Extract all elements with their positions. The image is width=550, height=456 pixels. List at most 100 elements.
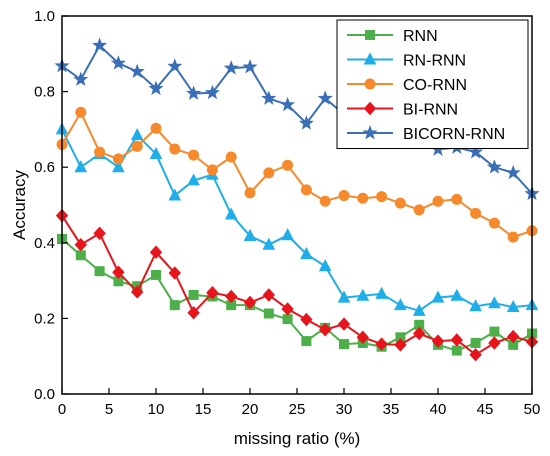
data-point-bi-rnn bbox=[356, 330, 369, 345]
data-point-bicorn-rnn bbox=[110, 55, 126, 70]
x-tick-label: 20 bbox=[242, 401, 259, 418]
data-point-bi-rnn bbox=[394, 338, 407, 352]
data-point-co-rnn bbox=[188, 149, 200, 161]
data-point-co-rnn bbox=[94, 146, 106, 158]
data-point-bi-rnn bbox=[281, 302, 294, 316]
data-point-bi-rnn bbox=[112, 265, 125, 280]
data-point-rn-rnn bbox=[74, 160, 88, 173]
data-point-rn-rnn bbox=[224, 207, 238, 220]
y-tick-label: 0.0 bbox=[34, 386, 55, 403]
data-point-bi-rnn bbox=[131, 285, 144, 299]
data-point-rn-rnn bbox=[300, 247, 313, 260]
data-point-rnn bbox=[75, 250, 86, 261]
data-point-rnn bbox=[282, 314, 293, 325]
data-point-co-rnn bbox=[225, 151, 237, 163]
data-point-bicorn-rnn bbox=[468, 144, 484, 159]
x-tick-label: 40 bbox=[430, 401, 447, 418]
data-point-co-rnn bbox=[150, 122, 162, 134]
x-axis-label: missing ratio (%) bbox=[234, 429, 361, 448]
data-point-co-rnn bbox=[244, 187, 256, 199]
data-point-rn-rnn bbox=[149, 146, 163, 159]
data-point-bicorn-rnn bbox=[204, 84, 220, 100]
x-tick-label: 45 bbox=[477, 401, 494, 418]
data-point-co-rnn bbox=[282, 159, 294, 171]
legend-marker bbox=[364, 78, 376, 90]
x-tick-label: 10 bbox=[148, 401, 165, 418]
axis-ticks: 0 5 10 15 20 25 30 35 40 45 50 0.0 0.2 0.4 0.6 0.8 1.0 bbox=[34, 8, 540, 418]
data-point-bicorn-rnn bbox=[298, 115, 314, 130]
data-point-bi-rnn bbox=[206, 285, 219, 300]
data-point-bicorn-rnn bbox=[129, 63, 145, 78]
data-point-co-rnn bbox=[112, 153, 124, 165]
x-tick-label: 35 bbox=[383, 401, 400, 418]
data-point-co-rnn bbox=[488, 217, 500, 229]
legend-label: BICORN-RNN bbox=[403, 126, 505, 143]
data-point-bicorn-rnn bbox=[223, 60, 239, 75]
data-point-bi-rnn bbox=[74, 237, 87, 252]
data-point-rnn bbox=[94, 266, 105, 277]
data-point-rn-rnn bbox=[394, 298, 407, 311]
series-rnn bbox=[57, 234, 537, 356]
data-point-bi-rnn bbox=[93, 226, 106, 241]
data-point-rnn bbox=[169, 300, 180, 311]
data-point-bi-rnn bbox=[413, 326, 426, 341]
data-point-bi-rnn bbox=[337, 317, 351, 331]
data-point-rn-rnn bbox=[450, 288, 464, 301]
x-tick-label: 50 bbox=[524, 401, 541, 418]
data-point-bi-rnn bbox=[319, 323, 332, 337]
data-point-rn-rnn bbox=[112, 160, 125, 173]
series-line-rnn bbox=[61, 238, 533, 352]
data-point-co-rnn bbox=[507, 231, 519, 243]
data-point-co-rnn bbox=[206, 164, 218, 176]
data-point-rnn bbox=[339, 339, 349, 350]
data-point-co-rnn bbox=[470, 207, 482, 219]
data-point-rn-rnn bbox=[262, 237, 276, 250]
data-point-bi-rnn bbox=[431, 334, 445, 348]
data-point-bi-rnn bbox=[149, 245, 163, 259]
data-point-co-rnn bbox=[300, 184, 312, 196]
data-point-bicorn-rnn bbox=[73, 71, 89, 86]
y-axis-label: Accuracy bbox=[10, 170, 29, 240]
data-point-co-rnn bbox=[338, 190, 350, 202]
data-point-bicorn-rnn bbox=[261, 90, 277, 105]
legend-label: CO-RNN bbox=[403, 77, 467, 94]
data-point-bi-rnn bbox=[300, 312, 313, 327]
data-point-co-rnn bbox=[75, 106, 87, 118]
legend-marker bbox=[363, 101, 377, 116]
y-tick-label: 1.0 bbox=[34, 8, 55, 25]
legend-label: RNN bbox=[403, 28, 438, 45]
legend-item-rnn: RNN bbox=[347, 28, 438, 45]
legend-item-co-rnn: CO-RNN bbox=[347, 77, 467, 94]
y-tick-label: 0.4 bbox=[34, 235, 55, 252]
data-point-bi-rnn bbox=[168, 266, 181, 280]
data-point-co-rnn bbox=[394, 197, 406, 209]
data-point-co-rnn bbox=[131, 140, 143, 152]
data-point-co-rnn bbox=[357, 192, 369, 204]
series-bi-rnn bbox=[55, 208, 539, 362]
data-point-bicorn-rnn bbox=[317, 90, 333, 105]
legend-marker bbox=[365, 30, 375, 40]
data-point-rn-rnn bbox=[356, 288, 370, 301]
legend-item-rn-rnn: RN-RNN bbox=[347, 52, 466, 70]
data-point-bi-rnn bbox=[243, 295, 257, 310]
data-point-bi-rnn bbox=[450, 333, 463, 347]
data-point-rnn bbox=[489, 326, 500, 337]
y-tick-label: 0.2 bbox=[34, 310, 55, 327]
data-point-bicorn-rnn bbox=[92, 37, 108, 52]
data-point-rn-rnn bbox=[130, 127, 144, 141]
legend: RNN RN-RNN CO-RNN BI-RNN BICORN-RNN bbox=[336, 19, 529, 149]
data-point-rnn bbox=[301, 336, 312, 347]
series-rn-rnn bbox=[55, 122, 539, 316]
data-point-rn-rnn bbox=[243, 228, 257, 241]
data-point-co-rnn bbox=[376, 191, 388, 203]
y-tick-label: 0.6 bbox=[34, 159, 55, 176]
data-point-rn-rnn bbox=[187, 173, 200, 186]
data-point-rn-rnn bbox=[281, 228, 294, 241]
data-point-co-rnn bbox=[263, 167, 275, 179]
data-point-bi-rnn bbox=[469, 347, 482, 362]
data-point-rn-rnn bbox=[337, 290, 351, 303]
data-point-bi-rnn bbox=[375, 337, 388, 351]
legend-item-bicorn-rnn: BICORN-RNN bbox=[347, 125, 505, 143]
data-point-bicorn-rnn bbox=[167, 58, 183, 73]
data-point-co-rnn bbox=[319, 195, 331, 207]
